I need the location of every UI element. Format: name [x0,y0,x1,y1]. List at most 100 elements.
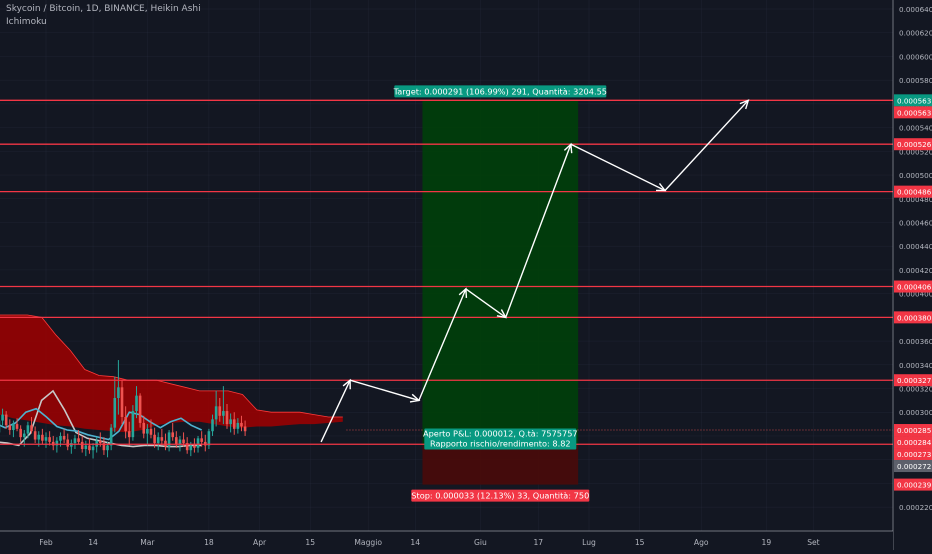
candle-body [106,445,109,450]
candle-body [200,438,203,442]
candle-body [161,437,164,441]
candle-body [175,437,178,444]
x-tick-label: Lug [582,538,596,547]
candle-body [34,431,37,439]
candle-body [117,387,120,398]
y-tick-label: 0.000440 [899,242,932,251]
y-tick-label: 0.000500 [899,171,932,180]
x-tick-label: 19 [762,538,772,547]
candle-body [63,436,66,440]
ichimoku-cloud [0,315,343,432]
candle-body [85,445,88,449]
candle-body [23,434,26,438]
chart-title: Skycoin / Bitcoin, 1D, BINANCE, Heikin A… [6,4,201,14]
target-zone [422,100,578,445]
candle-body [211,419,214,431]
y-tick-label: 0.000540 [899,124,932,133]
candle-body [150,429,153,435]
x-tick-label: Giu [474,538,487,547]
candle-body [208,431,211,445]
x-tick-label: Ago [694,538,709,547]
candle-body [244,426,247,431]
candle-body [179,440,182,445]
candle-body [215,406,218,419]
indicator-label[interactable]: Ichimoku [6,17,47,27]
price-label: 0.000273 [897,450,931,459]
candle-body [132,411,135,437]
x-tick-label: 14 [88,538,98,547]
candle-body [5,415,8,426]
candle-body [77,438,80,442]
candle-body [229,419,232,424]
candle-body [197,438,200,447]
price-label: 0.000563 [897,96,931,105]
candle-body [146,429,149,434]
candle-body [135,396,138,411]
candle-body [30,425,33,431]
candle-body [27,425,30,433]
y-tick-label: 0.000600 [899,52,932,61]
y-tick-label: 0.000420 [899,266,932,275]
y-tick-label: 0.000460 [899,218,932,227]
candle-body [9,425,12,430]
pnl-label: Aperto P&L: 0.000012, Q.tà: 7575757 [423,428,578,438]
candle-body [233,419,236,428]
candle-body [182,440,185,444]
price-label: 0.000406 [897,283,932,292]
candle-body [222,411,225,416]
candle-body [190,445,193,450]
x-tick-label: Feb [39,538,53,547]
candle-body [124,417,127,431]
candle-body [142,423,145,434]
y-tick-label: 0.000340 [899,361,932,370]
candle-body [92,447,95,451]
candle-body [81,442,84,449]
stop-zone [422,445,578,484]
x-tick-label: 17 [533,538,543,547]
y-tick-label: 0.000360 [899,337,932,346]
candle-body [113,398,116,428]
candle-body [153,435,156,443]
candle-body [237,423,240,429]
price-label: 0.000380 [897,313,932,322]
candle-body [88,445,91,450]
candle-body [128,431,131,437]
y-tick-label: 0.000640 [899,5,932,14]
stop-label: Stop: 0.000033 (12.13%) 33, Quantità: 75… [411,491,589,501]
price-label: 0.000284 [897,438,932,447]
candle-body [1,415,4,421]
y-tick-label: 0.000220 [899,503,932,512]
candle-body [139,396,142,423]
candle-body [48,437,51,442]
price-label: 0.000327 [897,376,931,385]
x-tick-label: Apr [253,538,267,547]
price-label: 0.000526 [897,140,932,149]
ratio-label: Rapporto rischio/rendimento: 8.82 [430,438,571,448]
x-tick-label: 14 [410,538,420,547]
candle-body [99,441,102,443]
x-tick-label: 15 [635,538,645,547]
candle-body [12,424,15,430]
price-label: 0.000486 [897,188,932,197]
candle-body [171,432,174,437]
candle-body [59,436,62,441]
candle-body [66,440,69,447]
y-tick-label: 0.000300 [899,408,932,417]
price-label: 0.000563 [897,108,931,117]
x-tick-label: Maggio [354,538,382,547]
y-tick-label: 0.000620 [899,29,932,38]
price-label: 0.000285 [897,426,931,435]
price-label: 0.000239 [897,481,932,490]
candle-body [193,445,196,447]
time-axis-bg [0,531,893,550]
candle-body [19,429,22,437]
x-tick-label: 15 [305,538,315,547]
candle-body [110,428,113,446]
candle-body [121,387,124,417]
target-label: Target: 0.000291 (106.99%) 291, Quantità… [393,86,607,96]
y-tick-label: 0.000580 [899,76,932,85]
price-label: 0.000272 [897,462,931,471]
x-tick-label: Mar [140,538,155,547]
